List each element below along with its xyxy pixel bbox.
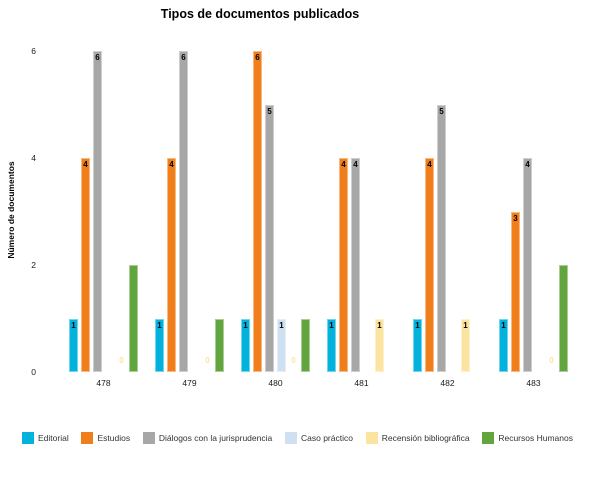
bar: [179, 51, 188, 372]
bar: [425, 158, 434, 372]
legend-label: Estudios: [97, 433, 131, 443]
bar-value-label: 4: [353, 160, 358, 169]
y-tick-label: 4: [31, 153, 36, 163]
y-tick-label: 2: [31, 260, 36, 270]
legend-label: Editorial: [38, 433, 69, 443]
bar-value-label: 4: [83, 160, 88, 169]
legend: Editorial Estudios Diálogos con la jurispr…: [22, 432, 573, 444]
legend-item: Recursos Humanos: [482, 432, 573, 444]
bar-value-label: 1: [279, 320, 284, 330]
bar-value-label: 4: [169, 160, 174, 169]
bar: [461, 318, 470, 372]
legend-item: Diálogos con la jurisprudencia: [142, 432, 273, 444]
bar: [511, 211, 520, 372]
bar: [351, 158, 360, 372]
bar: [559, 265, 568, 372]
bar-value-label: 1: [501, 320, 506, 330]
legend-label: Diálogos con la jurisprudencia: [158, 433, 273, 443]
bar-value-label: 6: [95, 53, 100, 62]
bar: [155, 318, 164, 372]
bar-value-label: 3: [513, 213, 518, 223]
legend-item: Caso práctico: [284, 432, 353, 444]
bar: [327, 318, 336, 372]
x-category-label: 478: [96, 378, 111, 388]
bar: [253, 51, 262, 372]
x-category-label: 480: [268, 378, 283, 388]
bar: [241, 318, 250, 372]
x-category-label: 481: [354, 378, 369, 388]
bar-value-label: 4: [341, 160, 346, 169]
bar: [69, 318, 78, 372]
bar: [339, 158, 348, 372]
bar-value-label: 1: [463, 320, 468, 330]
bar: [167, 158, 176, 372]
bar-value-label: 1: [71, 320, 76, 330]
legend-label: Caso práctico: [300, 433, 353, 443]
x-category-label: 479: [182, 378, 197, 388]
bar-zero-label: 0: [291, 356, 296, 365]
bar: [437, 104, 446, 372]
legend-item: Recensión bibliográfica: [365, 432, 470, 444]
bar-value-label: 1: [329, 320, 334, 330]
y-tick-label: 6: [31, 46, 36, 56]
legend-swatch: [81, 432, 94, 444]
chart-title: Tipos de documentos publicados: [160, 7, 360, 21]
bar-value-label: 4: [427, 160, 432, 169]
bar: [129, 265, 138, 372]
legend-swatch: [284, 432, 297, 444]
bar-zero-label: 0: [549, 356, 554, 365]
x-category-label: 482: [440, 378, 455, 388]
bar-value-label: 1: [377, 320, 382, 330]
bar: [277, 318, 286, 372]
bar: [499, 318, 508, 372]
bar-value-label: 6: [255, 53, 260, 62]
bar-value-label: 5: [267, 106, 272, 116]
x-category-label: 483: [526, 378, 541, 388]
bar-value-label: 1: [243, 320, 248, 330]
legend-swatch: [482, 432, 495, 444]
bar: [215, 318, 224, 372]
legend-swatch: [365, 432, 378, 444]
bar: [301, 318, 310, 372]
bar-zero-label: 0: [205, 356, 210, 365]
bar-value-label: 1: [157, 320, 162, 330]
bar: [265, 104, 274, 372]
bar: [523, 158, 532, 372]
y-axis-title: Número de documentos: [6, 161, 16, 259]
bar-value-label: 1: [415, 320, 420, 330]
bar: [93, 51, 102, 372]
bar-value-label: 5: [439, 106, 444, 116]
legend-label: Recensión bibliográfica: [381, 433, 470, 443]
bar: [375, 318, 384, 372]
bar: [81, 158, 90, 372]
legend-item: Estudios: [81, 432, 130, 444]
legend-item: Editorial: [22, 432, 69, 444]
bar-zero-label: 0: [119, 356, 124, 365]
bar-value-label: 6: [181, 53, 186, 62]
bar-value-label: 4: [525, 160, 530, 169]
legend-swatch: [142, 432, 155, 444]
bar: [413, 318, 422, 372]
y-tick-label: 0: [31, 367, 36, 377]
legend-swatch: [22, 432, 34, 444]
legend-label: Recursos Humanos: [498, 433, 573, 443]
